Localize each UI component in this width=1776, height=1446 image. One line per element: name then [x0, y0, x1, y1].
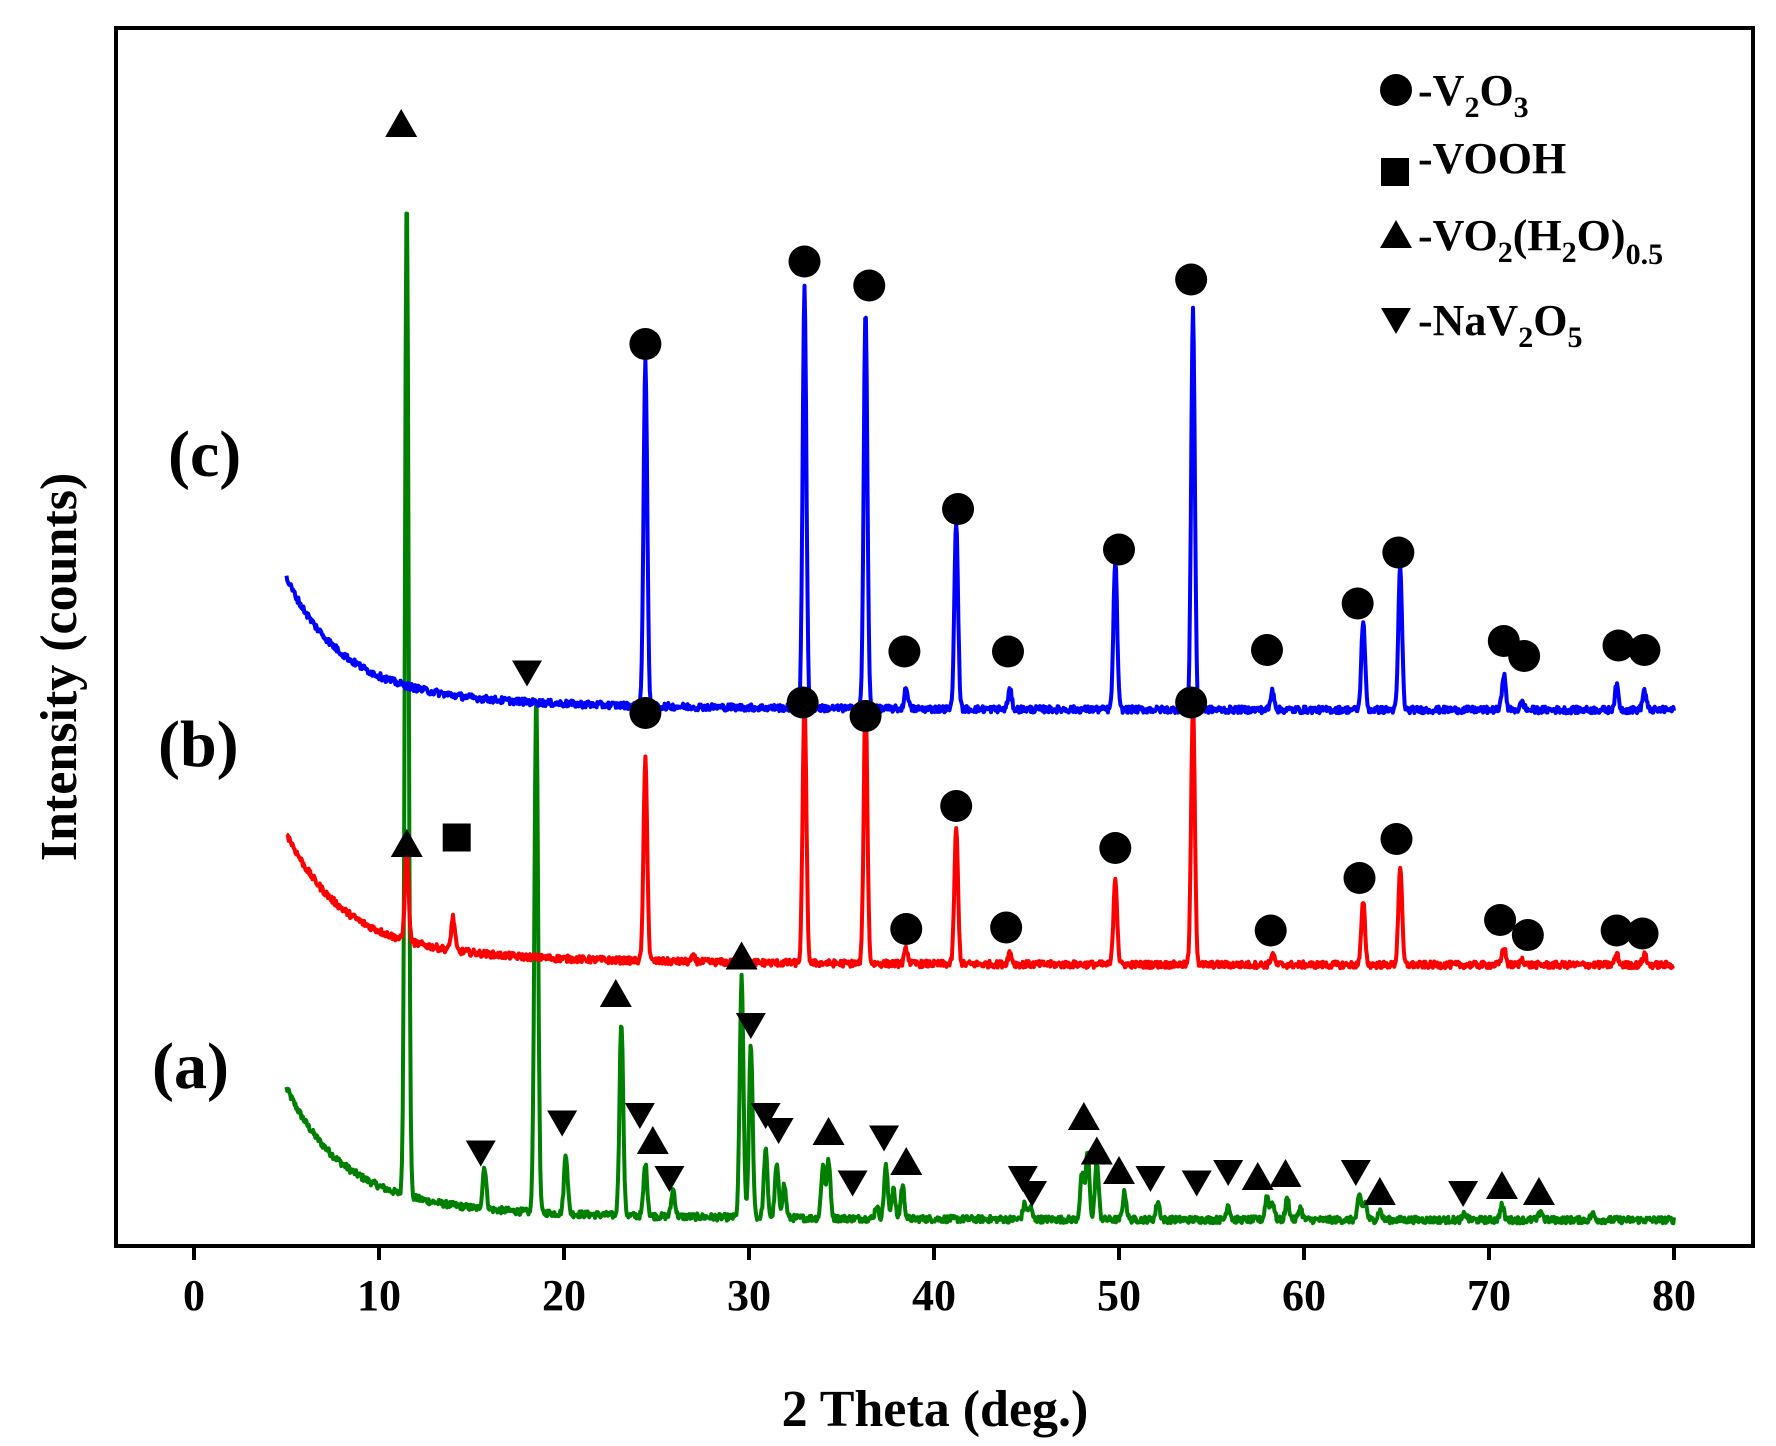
- peak-marker-triangle-down-a: [735, 1013, 766, 1039]
- peak-marker-triangle-down-a: [512, 660, 542, 687]
- legend-triangle-up-icon: [1380, 220, 1412, 248]
- x-tick-label: 40: [912, 1271, 956, 1320]
- peak-marker-triangle-up-a: [1522, 1177, 1555, 1205]
- peak-marker-triangle-up-a: [1363, 1177, 1396, 1205]
- legend-square-icon: [1381, 158, 1409, 186]
- peak-marker-circle-b: [1626, 917, 1659, 950]
- peak-marker-triangle-down-a: [1213, 1160, 1244, 1186]
- peak-marker-circle-c: [1341, 587, 1374, 620]
- peak-marker-triangle-down-a: [1181, 1170, 1212, 1197]
- peak-marker-triangle-up-a: [812, 1117, 845, 1145]
- peak-marker-circle-b: [1099, 832, 1132, 864]
- peak-marker-triangle-down-a: [1007, 1166, 1038, 1192]
- series-line-c: [284, 283, 1676, 716]
- peak-marker-triangle-down-a: [465, 1140, 496, 1167]
- peak-marker-circle-b: [629, 697, 662, 729]
- legend-label-vooh: -VOOH: [1418, 134, 1566, 183]
- peak-marker-triangle-down-a: [1017, 1181, 1048, 1207]
- peak-marker-circle-c: [1508, 640, 1541, 672]
- x-tick-label: 50: [1097, 1271, 1141, 1320]
- peak-marker-triangle-down-a: [1135, 1166, 1166, 1192]
- x-tick-label: 10: [357, 1271, 401, 1320]
- peak-marker-triangle-up-a: [1067, 1102, 1100, 1130]
- peak-marker-circle-b: [1254, 914, 1287, 947]
- peak-marker-triangle-down-a: [1448, 1181, 1479, 1207]
- peak-marker-circle-c: [888, 635, 921, 668]
- peak-marker-circle-b: [1600, 914, 1633, 947]
- legend-triangle-down-icon: [1381, 308, 1411, 334]
- peak-marker-circle-c: [853, 269, 886, 302]
- series-label-c: (c): [168, 418, 241, 491]
- peak-marker-circle-b: [786, 686, 819, 719]
- peak-marker-circle-b: [1380, 823, 1413, 855]
- legend: -V2O3 -VOOH -VO2(H2O)0.5 -NaV2O5: [1380, 66, 1663, 354]
- peak-marker-circle-c: [1251, 634, 1283, 666]
- series-label-b: (b): [158, 708, 239, 781]
- x-tick-label: 30: [727, 1271, 771, 1320]
- peak-marker-circle-b: [1484, 904, 1517, 936]
- x-tick-label: 20: [542, 1271, 586, 1320]
- peak-marker-circle-c: [629, 328, 662, 360]
- series-layer: [284, 211, 1676, 1226]
- peak-marker-circle-b: [849, 700, 882, 732]
- x-tick-label: 60: [1282, 1271, 1326, 1320]
- peak-marker-circle-c: [942, 493, 975, 525]
- peak-marker-triangle-down-a: [869, 1125, 900, 1152]
- peak-marker-triangle-down-a: [547, 1110, 578, 1137]
- peak-marker-circle-c: [1382, 536, 1415, 569]
- peak-marker-circle-b: [890, 913, 923, 945]
- peak-markers: [385, 109, 1661, 1207]
- peak-marker-circle-b: [1511, 919, 1544, 951]
- legend-label-v2o3: -V2O3: [1418, 66, 1529, 124]
- peak-marker-circle-c: [992, 635, 1024, 668]
- peak-marker-circle-c: [1628, 634, 1661, 666]
- peak-marker-triangle-up-a: [890, 1147, 923, 1175]
- peak-marker-triangle-down-a: [624, 1103, 655, 1129]
- series-line-b: [285, 697, 1676, 971]
- peak-marker-circle-b: [1343, 862, 1376, 894]
- peak-marker-circle-b: [940, 790, 973, 822]
- peak-marker-circle-b: [1175, 686, 1208, 719]
- peak-marker-triangle-up-a: [1080, 1136, 1113, 1165]
- peak-marker-triangle-up-a: [1103, 1156, 1135, 1184]
- peak-marker-circle-c: [1103, 533, 1135, 566]
- x-tick-label: 0: [183, 1271, 205, 1320]
- series-label-a: (a): [152, 1030, 229, 1103]
- legend-label-vo2h2o: -VO2(H2O)0.5: [1418, 211, 1663, 271]
- peak-marker-triangle-up-b: [390, 829, 423, 857]
- peak-marker-circle-c: [788, 245, 821, 278]
- y-axis-title: Intensity (counts): [31, 473, 88, 862]
- x-axis-ticks: 0 10 20 30 40 50 60 70 80: [183, 1246, 1696, 1320]
- peak-marker-circle-b: [990, 911, 1023, 944]
- x-axis-title: 2 Theta (deg.): [782, 1381, 1089, 1438]
- peak-marker-triangle-down-a: [763, 1118, 794, 1144]
- peak-marker-triangle-up-a: [1485, 1171, 1518, 1199]
- peak-marker-triangle-up-a: [725, 941, 758, 970]
- peak-marker-triangle-up-a: [385, 109, 418, 137]
- legend-item-v2o3: -V2O3: [1380, 66, 1529, 124]
- peak-marker-triangle-down-a: [750, 1103, 781, 1129]
- legend-label-nav2o5: -NaV2O5: [1418, 296, 1582, 354]
- peak-marker-triangle-up-a: [1269, 1159, 1302, 1187]
- legend-circle-icon: [1380, 74, 1412, 106]
- legend-item-nav2o5: -NaV2O5: [1381, 296, 1582, 354]
- peak-marker-square-b: [442, 823, 471, 852]
- peak-marker-circle-c: [1602, 629, 1635, 662]
- peak-marker-triangle-up-a: [599, 979, 632, 1007]
- peak-marker-triangle-down-a: [837, 1170, 868, 1197]
- peak-marker-triangle-up-a: [636, 1126, 669, 1154]
- peak-marker-circle-c: [1175, 263, 1208, 296]
- x-tick-label: 70: [1467, 1271, 1511, 1320]
- peak-marker-triangle-up-a: [1241, 1162, 1274, 1190]
- legend-item-vo2h2o: -VO2(H2O)0.5: [1380, 211, 1663, 271]
- x-tick-label: 80: [1652, 1271, 1696, 1320]
- legend-item-vooh: -VOOH: [1381, 134, 1566, 186]
- series-line-a: [284, 211, 1676, 1226]
- peak-marker-triangle-down-a: [654, 1166, 685, 1192]
- peak-marker-triangle-down-a: [1340, 1160, 1371, 1186]
